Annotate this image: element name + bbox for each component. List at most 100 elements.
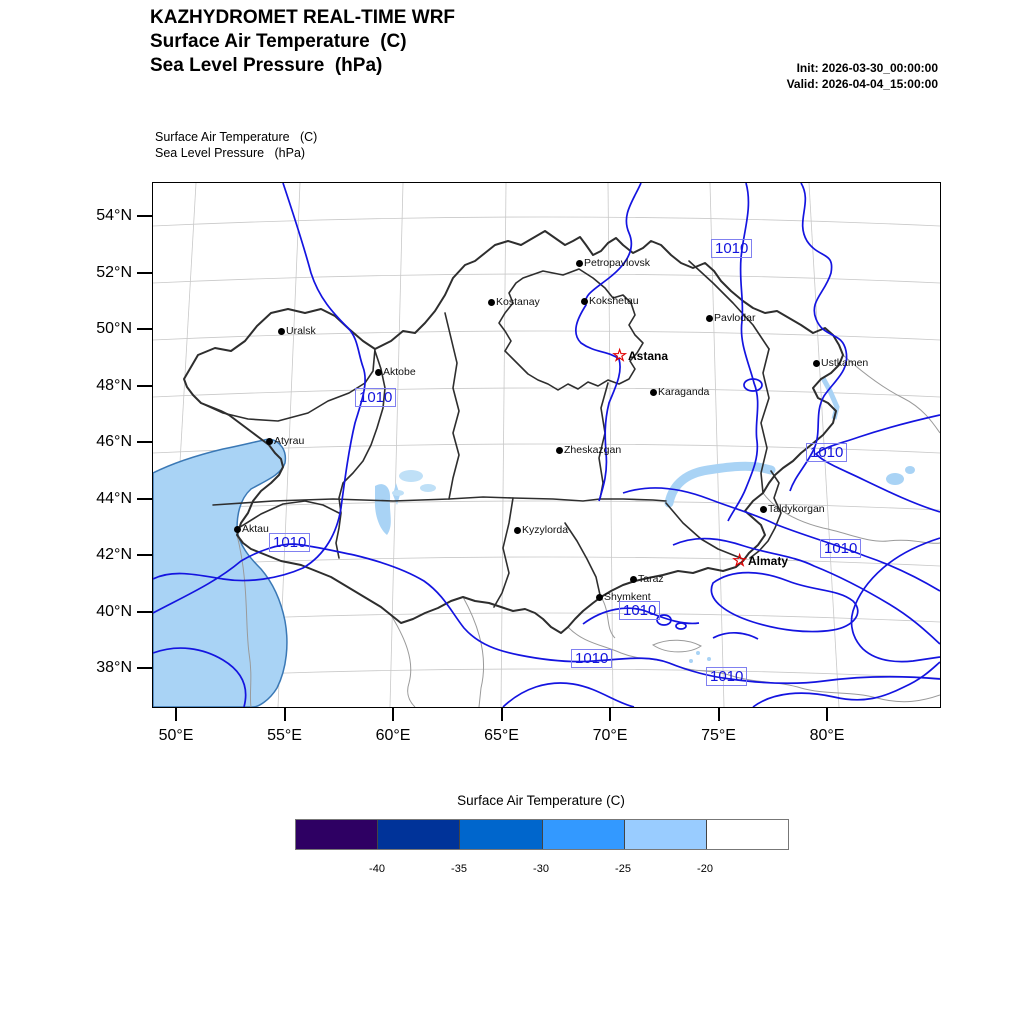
water-bodies bbox=[153, 376, 915, 707]
yaxis-tick bbox=[137, 384, 152, 387]
graticule bbox=[153, 183, 940, 707]
capital-city-label: Astana bbox=[628, 349, 669, 363]
city-label: Karaganda bbox=[658, 386, 710, 398]
yaxis-tick bbox=[137, 554, 152, 556]
yaxis-tick-label: 48°N bbox=[96, 376, 132, 394]
colorbar-tick-label: -30 bbox=[533, 863, 549, 875]
isobar-value-label: 1010 bbox=[820, 539, 862, 558]
city-label: Petropavlovsk bbox=[584, 257, 650, 269]
kazakhstan-borders bbox=[183, 230, 844, 634]
xaxis-tick bbox=[717, 707, 720, 721]
city-label: Aktobe bbox=[383, 366, 416, 378]
forecast-times: Init: 2026-03-30_00:00:00 Valid: 2026-04… bbox=[787, 60, 938, 92]
colorbar-segment bbox=[378, 820, 461, 849]
xaxis-tick bbox=[500, 707, 503, 721]
isobar-value-label: 1010 bbox=[355, 388, 397, 407]
city-dot-icon bbox=[576, 260, 583, 267]
isobar-value-label: 1010 bbox=[571, 649, 613, 668]
title-variable-2: Sea Level Pressure (hPa) bbox=[150, 55, 383, 76]
city-label: Kokshetau bbox=[589, 295, 639, 307]
xaxis-tick-label: 65°E bbox=[484, 727, 519, 744]
map-graphics bbox=[153, 183, 940, 707]
city-label: Pavlodar bbox=[714, 312, 756, 324]
yaxis-tick bbox=[137, 441, 152, 443]
city-label: Uralsk bbox=[286, 325, 316, 337]
city-dot-icon bbox=[234, 526, 241, 533]
caspian-sea bbox=[153, 438, 288, 707]
sub-legend-line-1: Surface Air Temperature (C) bbox=[155, 130, 318, 144]
city-label: Aktau bbox=[242, 523, 269, 535]
colorbar-segment bbox=[624, 820, 707, 849]
city-dot-icon bbox=[760, 506, 767, 513]
aral-sea bbox=[374, 484, 391, 535]
yaxis-tick-label: 50°N bbox=[96, 320, 132, 337]
city-label: Zheskazgan bbox=[564, 444, 622, 456]
xaxis-tick-label: 60°E bbox=[375, 727, 411, 744]
city-dot-icon bbox=[278, 328, 285, 335]
capital-star-icon: ☆ bbox=[612, 346, 628, 365]
city-label: Kyzylorda bbox=[522, 524, 569, 536]
yaxis-tick bbox=[137, 667, 152, 669]
isobar-value-label: 1010 bbox=[711, 239, 753, 258]
city-label: Taraz bbox=[638, 573, 664, 585]
yaxis-tick bbox=[137, 328, 152, 330]
yaxis-tick bbox=[137, 271, 152, 274]
city-dot-icon bbox=[266, 438, 273, 445]
capital-star-icon: ☆ bbox=[732, 551, 748, 570]
xaxis-tick-label: 75°E bbox=[701, 727, 736, 744]
city-label: Atyrau bbox=[274, 435, 305, 447]
city-dot-icon bbox=[706, 315, 713, 322]
xaxis-tick bbox=[826, 707, 828, 721]
city-dot-icon bbox=[630, 576, 637, 583]
yaxis-tick bbox=[137, 215, 152, 217]
colorbar-tick-label: -35 bbox=[451, 863, 467, 875]
xaxis-tick-label: 50°E bbox=[158, 727, 194, 744]
yaxis-tick-label: 54°N bbox=[96, 207, 132, 224]
colorbar-tick-label: -25 bbox=[615, 863, 631, 875]
init-time: Init: 2026-03-30_00:00:00 bbox=[796, 61, 938, 75]
city-dot-icon bbox=[581, 298, 588, 305]
city-dot-icon bbox=[596, 594, 603, 601]
page-title: KAZHYDROMET REAL-TIME WRF bbox=[150, 7, 456, 28]
xaxis-tick bbox=[392, 707, 394, 721]
colorbar-title: Surface Air Temperature (C) bbox=[457, 793, 625, 808]
xaxis-tick bbox=[609, 707, 611, 721]
city-label: Shymkent bbox=[604, 591, 651, 603]
city-label: Kostanay bbox=[496, 296, 540, 308]
title-variable-1: Surface Air Temperature (C) bbox=[150, 31, 407, 52]
map-canvas: Petropavlovsk Kostanay Kokshetau Pavlodar ☆ A… bbox=[152, 182, 941, 708]
yaxis-tick-label: 42°N bbox=[96, 546, 132, 563]
yaxis-tick-label: 38°N bbox=[96, 659, 132, 676]
colorbar-segment bbox=[542, 820, 625, 849]
city-dot-icon bbox=[813, 360, 820, 367]
xaxis-tick-label: 80°E bbox=[809, 727, 845, 744]
colorbar-segment bbox=[706, 820, 789, 849]
city-dot-icon bbox=[375, 369, 382, 376]
colorbar bbox=[295, 819, 789, 850]
capital-city-label: Almaty bbox=[748, 554, 789, 568]
city-dot-icon bbox=[556, 447, 563, 454]
city-dot-icon bbox=[488, 299, 495, 306]
colorbar-tick-label: -40 bbox=[369, 863, 385, 875]
colorbar-tick-label: -20 bbox=[697, 863, 713, 875]
city-dot-icon bbox=[650, 389, 657, 396]
yaxis-tick-label: 40°N bbox=[96, 602, 132, 620]
city-dot-icon bbox=[514, 527, 521, 534]
yaxis-tick-label: 46°N bbox=[96, 433, 132, 450]
colorbar-segment bbox=[296, 820, 379, 849]
map-overlays: Petropavlovsk Kostanay Kokshetau Pavlodar ☆ A… bbox=[153, 183, 940, 707]
valid-time: Valid: 2026-04-04_15:00:00 bbox=[786, 77, 938, 91]
map-sub-legend: Surface Air Temperature (C) Sea Level Pr… bbox=[155, 129, 317, 161]
xaxis-tick-label: 55°E bbox=[267, 727, 302, 744]
xaxis-tick bbox=[283, 707, 286, 721]
isobar-value-label: 1010 bbox=[806, 443, 848, 462]
yaxis-tick bbox=[137, 497, 152, 500]
yaxis-tick-label: 44°N bbox=[96, 489, 132, 507]
yaxis-tick-label: 52°N bbox=[96, 263, 132, 281]
city-label: Ustkamen bbox=[821, 357, 869, 369]
isobar-value-label: 1010 bbox=[706, 667, 748, 686]
city-label: Taldykorgan bbox=[768, 503, 825, 515]
sub-legend-line-2: Sea Level Pressure (hPa) bbox=[155, 146, 306, 160]
isobar-value-label: 1010 bbox=[269, 533, 311, 552]
